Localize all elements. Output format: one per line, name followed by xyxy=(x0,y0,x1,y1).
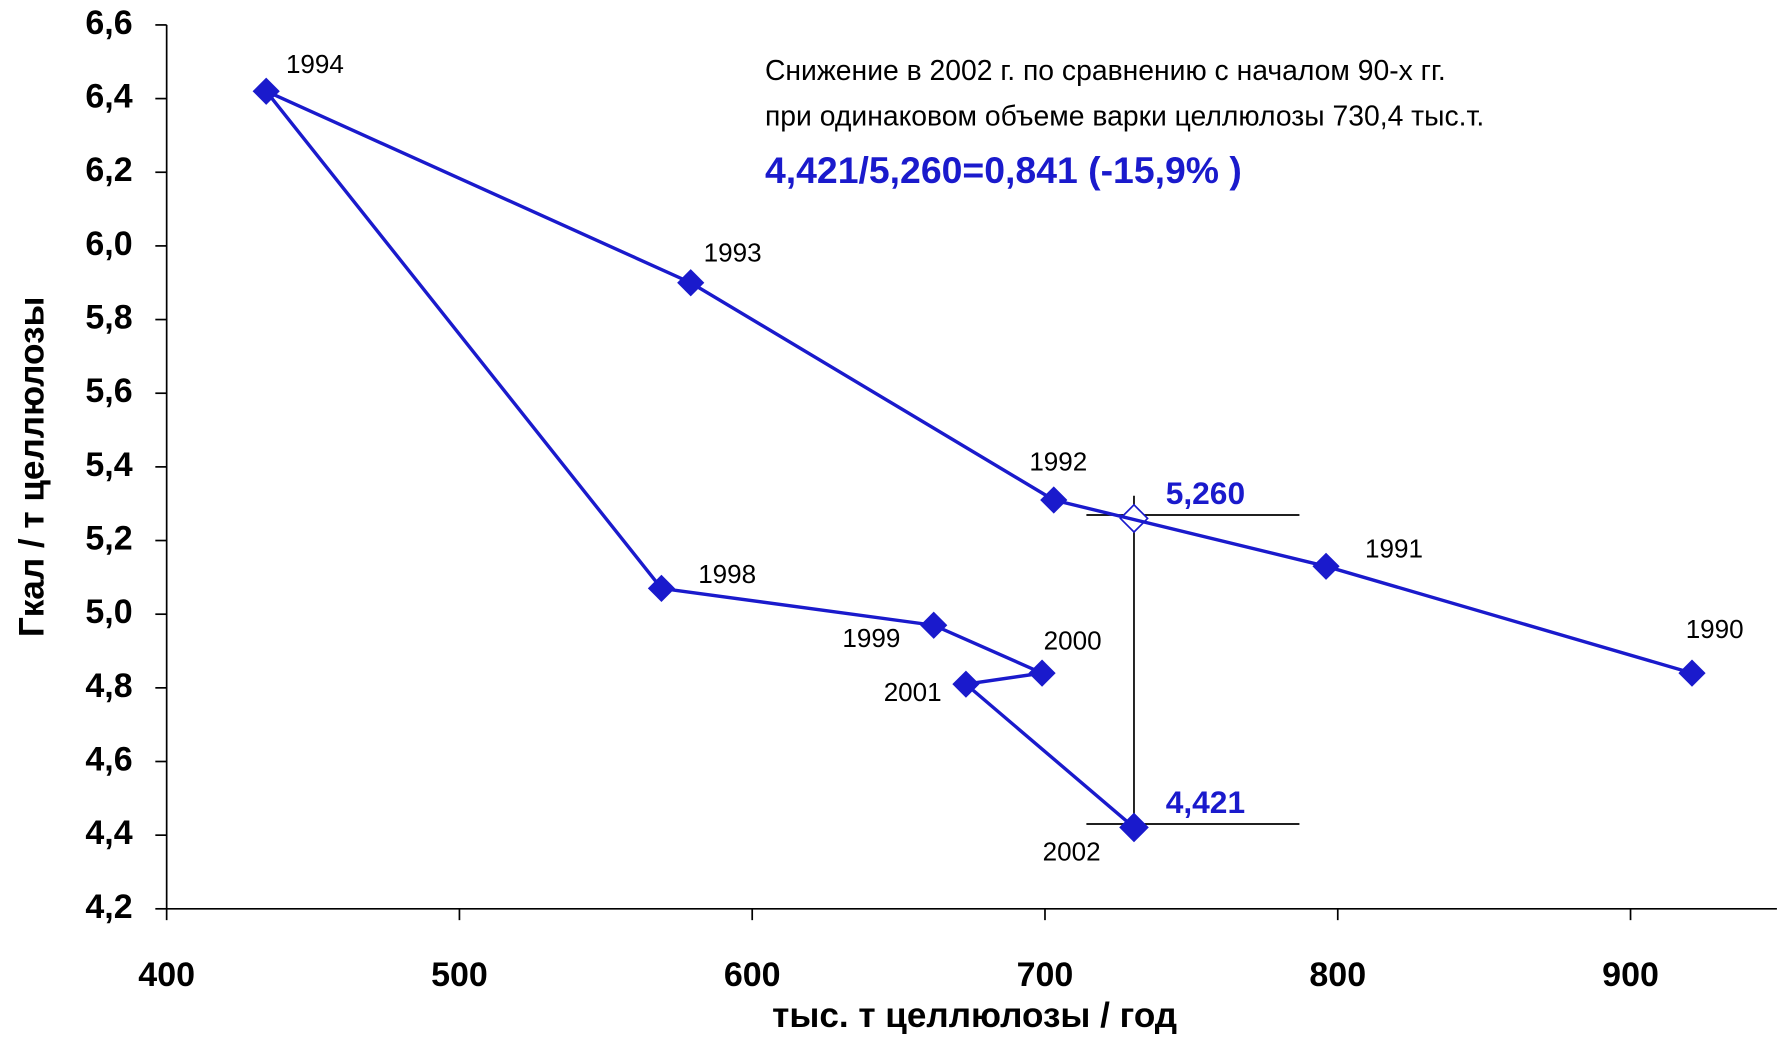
x-tick-label: 500 xyxy=(431,956,488,994)
data-line xyxy=(264,89,1693,829)
point-label: 2002 xyxy=(1043,836,1101,866)
x-tick-label: 800 xyxy=(1309,956,1366,994)
x-tick-label: 400 xyxy=(138,956,195,994)
y-tick-label: 6,0 xyxy=(85,225,132,263)
y-tick-label: 5,8 xyxy=(85,299,132,337)
data-point xyxy=(920,611,948,639)
y-tick-label: 5,2 xyxy=(85,520,132,558)
x-axis-title: тыс. т целлюлозы / год xyxy=(772,996,1177,1035)
point-label: 2001 xyxy=(884,677,942,707)
data-point xyxy=(1312,552,1340,580)
x-tick-label: 900 xyxy=(1602,956,1659,994)
x-tick-label: 700 xyxy=(1017,956,1074,994)
data-point xyxy=(1120,813,1148,842)
y-tick-label: 5,6 xyxy=(85,372,132,410)
point-label: 1992 xyxy=(1029,447,1087,477)
y-tick-label: 4,8 xyxy=(85,667,132,705)
point-label: 1990 xyxy=(1686,614,1744,644)
reference-label: 4,421 xyxy=(1166,784,1245,820)
y-tick-label: 6,4 xyxy=(85,78,132,116)
data-point xyxy=(647,574,676,603)
y-tick-label: 5,4 xyxy=(85,446,132,484)
annotation: Снижение в 2002 г. по сравнению с начало… xyxy=(765,55,1446,87)
point-label: 1993 xyxy=(704,237,762,267)
y-tick-label: 5,0 xyxy=(85,593,132,631)
data-point xyxy=(1040,486,1068,514)
y-tick-label: 4,6 xyxy=(85,740,132,778)
y-tick-label: 6,2 xyxy=(85,151,132,189)
data-point xyxy=(952,670,980,698)
data-point xyxy=(677,269,705,297)
y-tick-label: 4,2 xyxy=(85,888,132,926)
data-point xyxy=(1028,659,1056,687)
y-tick-label: 6,6 xyxy=(85,4,132,42)
point-label: 2000 xyxy=(1044,625,1102,655)
point-label: 1994 xyxy=(286,49,344,79)
data-point xyxy=(1678,659,1706,687)
y-tick-label: 4,4 xyxy=(85,814,132,852)
point-label: 1999 xyxy=(842,623,900,653)
annotation: при одинаковом объеме варки целлюлозы 73… xyxy=(765,100,1484,132)
point-label: 1991 xyxy=(1365,533,1423,563)
annotation: 4,421/5,260=0,841 (-15,9% ) xyxy=(765,149,1242,191)
point-label: 1998 xyxy=(698,559,756,589)
y-axis-title: Гкал / т целлюлозы xyxy=(12,297,51,638)
reference-label: 5,260 xyxy=(1166,475,1245,511)
x-tick-label: 600 xyxy=(724,956,781,994)
